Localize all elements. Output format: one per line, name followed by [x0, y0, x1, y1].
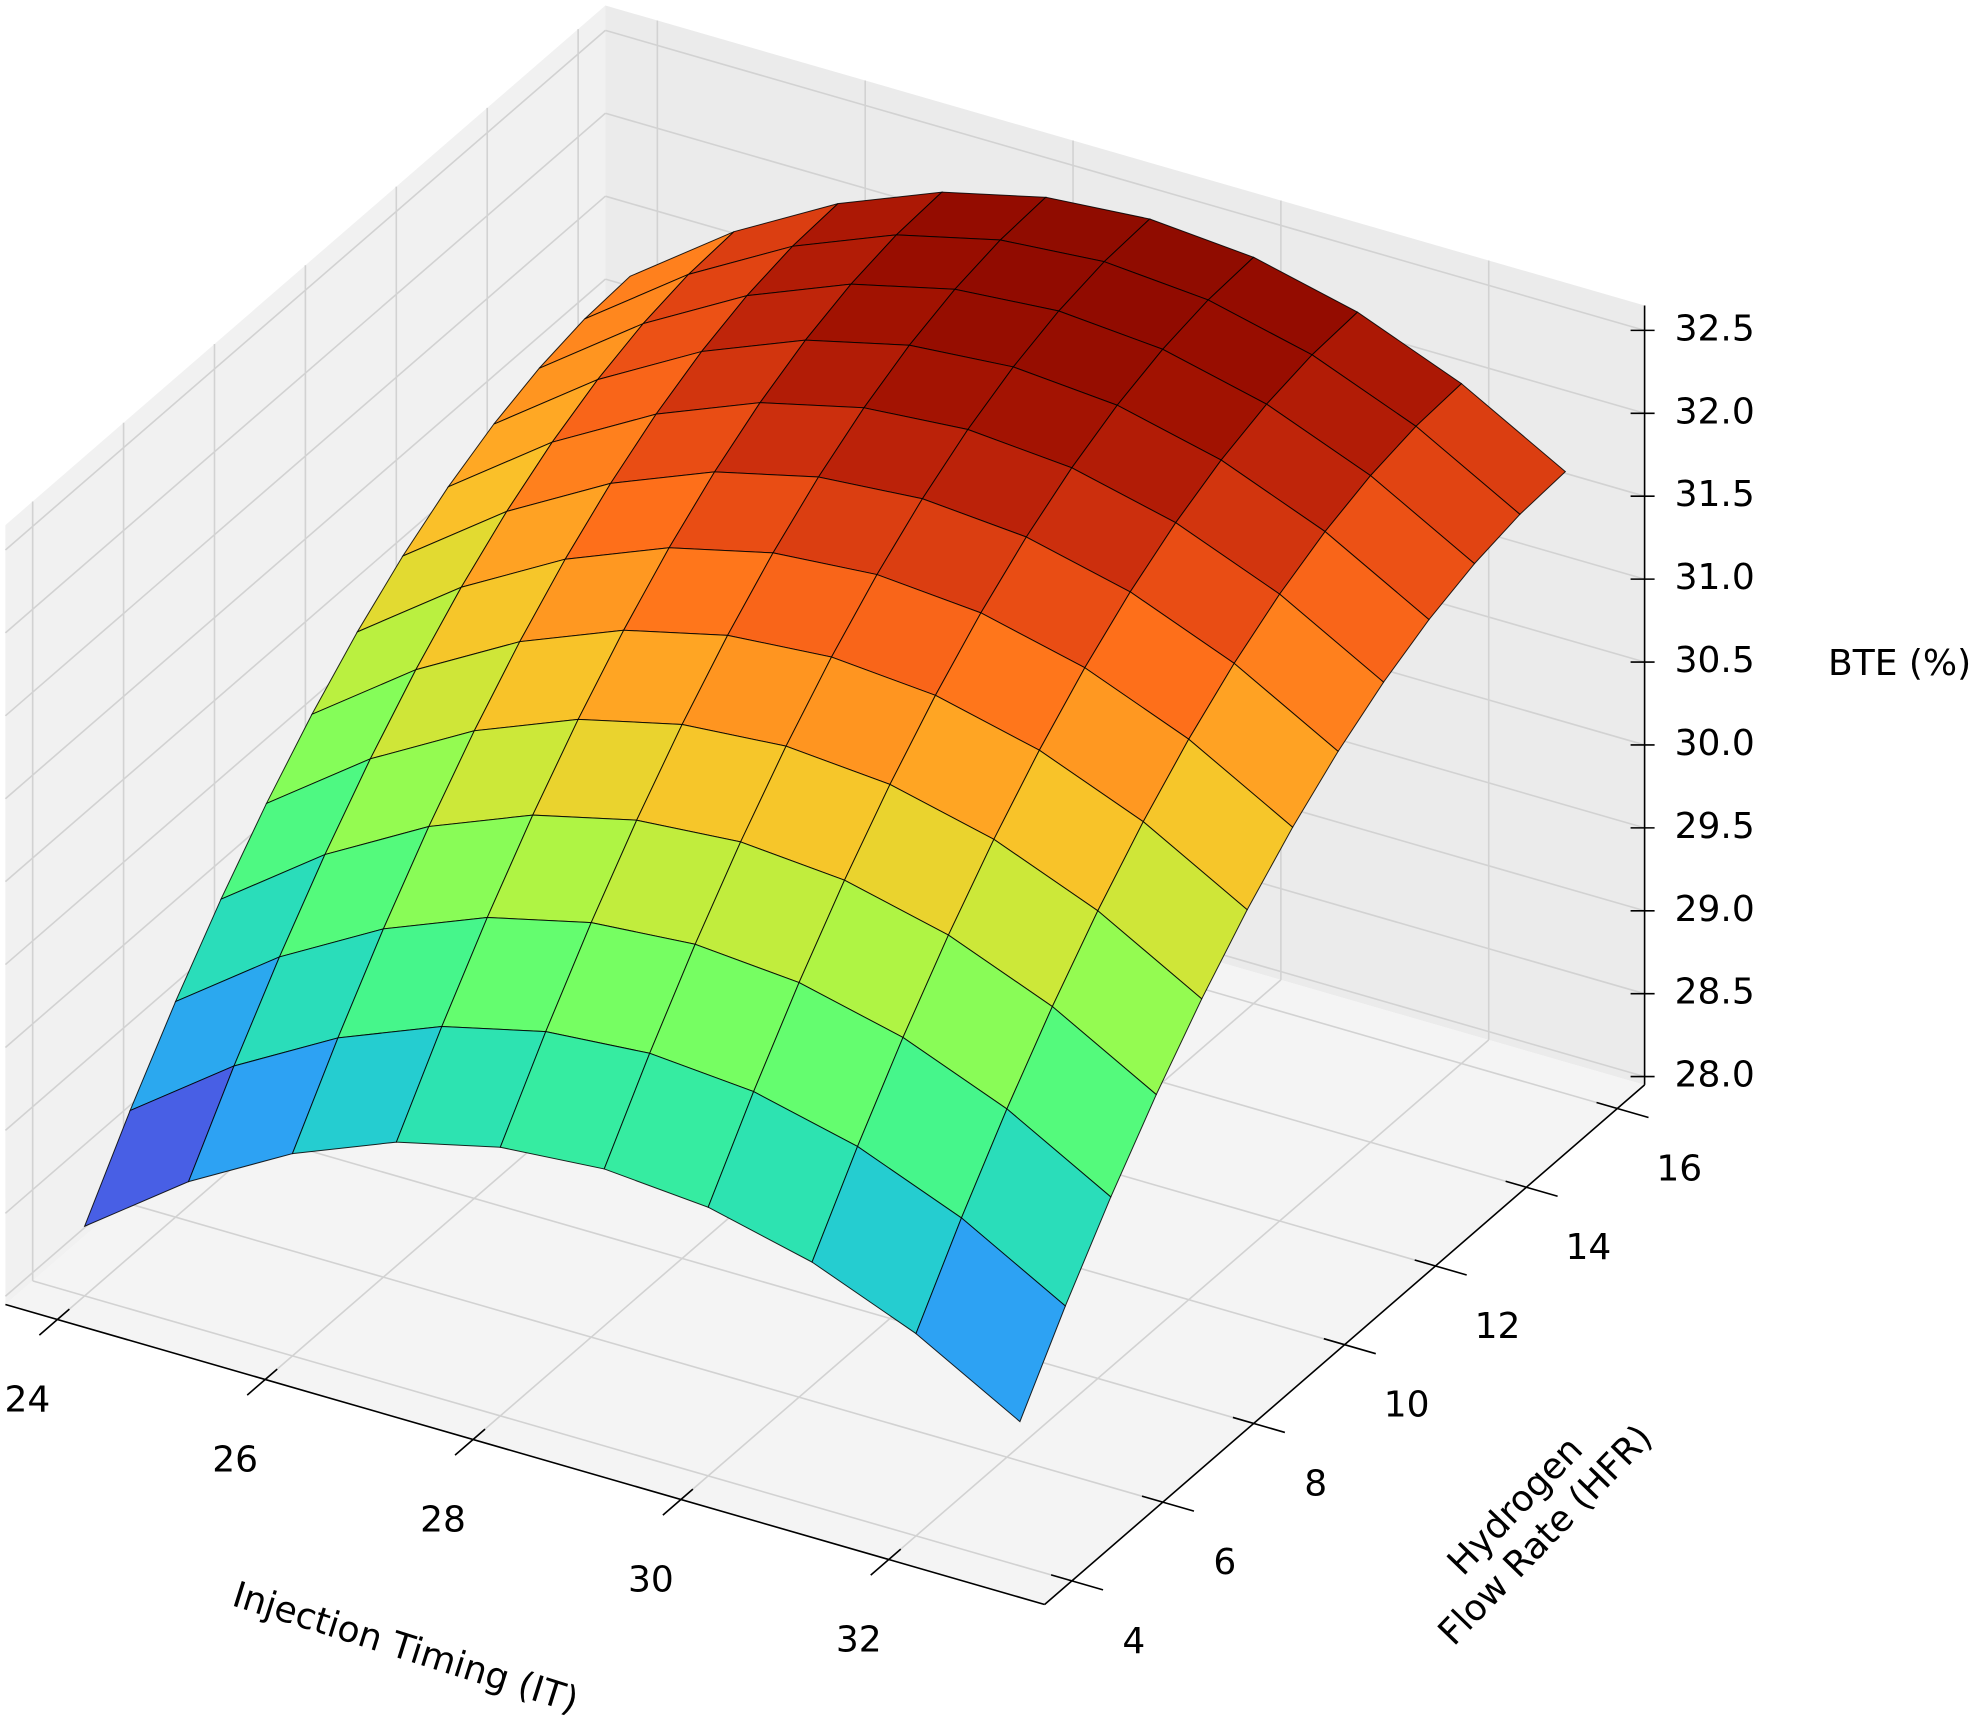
grid-line — [4, 195, 606, 717]
x-tick-label: 30 — [628, 1560, 674, 1601]
x-tick — [38, 1308, 70, 1336]
z-tick-label: 32.5 — [1675, 308, 1755, 349]
grid-line — [214, 1122, 1254, 1425]
y-tick — [1596, 1101, 1649, 1119]
x-tick-label: 32 — [836, 1620, 882, 1661]
grid-line — [123, 1201, 1164, 1503]
z-tick-label: 31.0 — [1675, 557, 1755, 598]
grid-line — [605, 29, 1645, 332]
x-axis-label: Injection Timing (IT) — [228, 1574, 583, 1720]
y-axis-label: HydrogenFlow Rate (HFR) — [1400, 1388, 1660, 1653]
x-tick — [662, 1488, 694, 1516]
y-tick — [1505, 1180, 1558, 1198]
z-axis-label: BTE (%) — [1828, 643, 1971, 684]
grid-line — [4, 278, 606, 800]
y-tick-label: 14 — [1566, 1227, 1612, 1268]
x-tick-label: 24 — [4, 1380, 50, 1421]
y-tick-label: 10 — [1384, 1385, 1430, 1426]
grid-line — [4, 112, 606, 634]
z-tick-label: 30.5 — [1675, 640, 1755, 681]
z-tick-label: 28.0 — [1675, 1055, 1755, 1096]
x-tick — [454, 1428, 486, 1456]
y-tick-label: 8 — [1304, 1463, 1327, 1504]
y-tick — [1232, 1416, 1286, 1434]
z-tick-label: 30.0 — [1675, 723, 1755, 764]
y-tick-label: 12 — [1475, 1306, 1521, 1347]
z-tick-label: 32.0 — [1675, 391, 1755, 432]
y-axis — [1044, 1084, 1646, 1606]
x-tick-label: 26 — [212, 1440, 258, 1481]
x-tick — [246, 1368, 278, 1396]
y-tick-label: 4 — [1122, 1621, 1145, 1662]
x-tick — [870, 1548, 902, 1576]
x-tick-label: 28 — [420, 1500, 466, 1541]
y-tick — [1323, 1337, 1376, 1355]
y-tick-label: 16 — [1656, 1149, 1702, 1190]
y-tick — [1141, 1495, 1195, 1512]
z-tick-label: 31.5 — [1675, 474, 1755, 515]
surface-patch — [915, 1217, 1066, 1423]
z-tick-label: 29.5 — [1675, 806, 1755, 847]
z-tick-label: 28.5 — [1675, 972, 1755, 1013]
y-tick — [1050, 1574, 1104, 1591]
x-axis — [5, 1303, 1045, 1606]
y-tick — [1414, 1259, 1467, 1276]
z-tick-label: 29.0 — [1675, 889, 1755, 930]
y-tick-label: 6 — [1213, 1542, 1236, 1583]
grid-line — [4, 29, 606, 551]
grid-line — [32, 1280, 1073, 1582]
